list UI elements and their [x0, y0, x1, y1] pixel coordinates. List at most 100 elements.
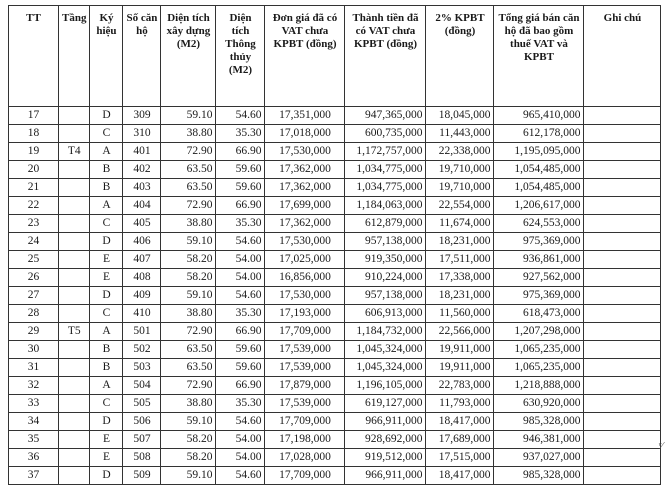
cell-unit-no: 508 [122, 448, 162, 467]
table-row: 31 B 503 63.50 59.60 17,539,000 1,045,324,000 1… [8, 358, 662, 377]
header-total-price: Tổng giá bán căn hộ đã bao gồm thuế VAT … [493, 5, 585, 107]
cell-unit-price: 17,539,000 [264, 358, 346, 377]
cell-unit-no: 504 [122, 376, 162, 395]
cell-net-area: 35.30 [215, 394, 266, 413]
table-row: 18 C 310 38.80 35.30 17,018,000 600,735,000 11,… [8, 124, 662, 143]
cell-unit-price: 17,193,000 [264, 304, 346, 323]
table-body: 17 D 309 59.10 54.60 17,351,000 947,365,000 18,… [8, 106, 662, 485]
cell-total-price: 946,381,000 [493, 430, 585, 449]
cell-tt: 29 [8, 322, 59, 341]
cell-unit-price: 17,198,000 [264, 430, 346, 449]
cell-maintenance-fee: 11,793,000 [425, 394, 495, 413]
cell-floor [57, 268, 91, 287]
cell-unit-price: 17,699,000 [264, 196, 346, 215]
cell-unit-no: 402 [122, 160, 162, 179]
cell-notes [583, 286, 662, 305]
cell-unit-no: 406 [122, 232, 162, 251]
cell-tt: 26 [8, 268, 59, 287]
cell-net-area: 59.60 [215, 160, 266, 179]
cell-amount: 1,045,324,000 [344, 358, 427, 377]
cell-type: B [89, 160, 124, 179]
cell-type: E [89, 268, 124, 287]
header-unit-no: Số căn hộ [122, 5, 162, 107]
cell-unit-no: 404 [122, 196, 162, 215]
table-row: 27 D 409 59.10 54.60 17,530,000 957,138,000 18,… [8, 286, 662, 305]
cell-unit-price: 17,530,000 [264, 232, 346, 251]
cell-unit-no: 408 [122, 268, 162, 287]
cell-amount: 606,913,000 [344, 304, 427, 323]
cell-total-price: 975,369,000 [493, 286, 585, 305]
cell-maintenance-fee: 17,689,000 [425, 430, 495, 449]
table-row: 22 A 404 72.90 66.90 17,699,000 1,184,063,000 2… [8, 196, 662, 215]
table-row: 33 C 505 38.80 35.30 17,539,000 619,127,000 11,… [8, 394, 662, 413]
cell-built-area: 58.20 [160, 448, 217, 467]
table-row: 25 E 407 58.20 54.00 17,025,000 919,350,000 17,… [8, 250, 662, 269]
cell-total-price: 1,206,617,000 [493, 196, 585, 215]
cell-built-area: 38.80 [160, 124, 217, 143]
cell-net-area: 59.60 [215, 358, 266, 377]
cell-unit-no: 410 [122, 304, 162, 323]
cell-total-price: 985,328,000 [493, 412, 585, 431]
cell-type: A [89, 322, 124, 341]
cell-net-area: 54.60 [215, 106, 266, 125]
cell-type: D [89, 232, 124, 251]
cell-amount: 966,911,000 [344, 412, 427, 431]
cell-unit-price: 17,028,000 [264, 448, 346, 467]
cell-type: D [89, 466, 124, 485]
table-row: 26 E 408 58.20 54.00 16,856,000 910,224,000 17,… [8, 268, 662, 287]
cell-maintenance-fee: 19,710,000 [425, 178, 495, 197]
cell-unit-price: 17,362,000 [264, 178, 346, 197]
cell-type: D [89, 412, 124, 431]
cell-floor [57, 196, 91, 215]
cell-net-area: 54.60 [215, 232, 266, 251]
header-notes: Ghi chú [583, 5, 662, 107]
cell-notes [583, 214, 662, 233]
cell-unit-price: 17,351,000 [264, 106, 346, 125]
cell-unit-no: 309 [122, 106, 162, 125]
cell-unit-no: 409 [122, 286, 162, 305]
cell-floor: T5 [57, 322, 91, 341]
cell-amount: 1,045,324,000 [344, 340, 427, 359]
cell-amount: 1,184,063,000 [344, 196, 427, 215]
cell-total-price: 927,562,000 [493, 268, 585, 287]
cell-net-area: 35.30 [215, 304, 266, 323]
table-row: 30 B 502 63.50 59.60 17,539,000 1,045,324,000 1… [8, 340, 662, 359]
cell-built-area: 59.10 [160, 286, 217, 305]
apartment-price-table: TT Tầng Ký hiệu Số căn hộ Diện tích xây … [8, 5, 662, 485]
cell-unit-no: 405 [122, 214, 162, 233]
cell-tt: 24 [8, 232, 59, 251]
cell-amount: 910,224,000 [344, 268, 427, 287]
cell-total-price: 937,027,000 [493, 448, 585, 467]
cell-tt: 37 [8, 466, 59, 485]
table-row: 35 E 507 58.20 54.00 17,198,000 928,692,000 17,… [8, 430, 662, 449]
cell-net-area: 59.60 [215, 340, 266, 359]
cell-unit-price: 17,879,000 [264, 376, 346, 395]
cell-notes [583, 448, 662, 467]
cell-net-area: 54.00 [215, 430, 266, 449]
cell-amount: 619,127,000 [344, 394, 427, 413]
cell-unit-price: 17,530,000 [264, 286, 346, 305]
cell-maintenance-fee: 18,417,000 [425, 412, 495, 431]
cell-unit-price: 17,709,000 [264, 322, 346, 341]
cell-amount: 966,911,000 [344, 466, 427, 485]
cell-unit-no: 501 [122, 322, 162, 341]
cell-notes [583, 268, 662, 287]
cell-built-area: 63.50 [160, 340, 217, 359]
cell-built-area: 59.10 [160, 232, 217, 251]
cell-amount: 919,512,000 [344, 448, 427, 467]
cell-tt: 30 [8, 340, 59, 359]
cell-built-area: 63.50 [160, 358, 217, 377]
cell-unit-no: 310 [122, 124, 162, 143]
cell-tt: 22 [8, 196, 59, 215]
cell-tt: 31 [8, 358, 59, 377]
cell-type: E [89, 448, 124, 467]
cell-maintenance-fee: 18,417,000 [425, 466, 495, 485]
cell-notes [583, 142, 662, 161]
cell-net-area: 35.30 [215, 214, 266, 233]
cell-floor [57, 340, 91, 359]
cell-amount: 600,735,000 [344, 124, 427, 143]
table-row: 32 A 504 72.90 66.90 17,879,000 1,196,105,000 2… [8, 376, 662, 395]
cell-amount: 928,692,000 [344, 430, 427, 449]
cell-notes [583, 124, 662, 143]
cell-tt: 19 [8, 142, 59, 161]
